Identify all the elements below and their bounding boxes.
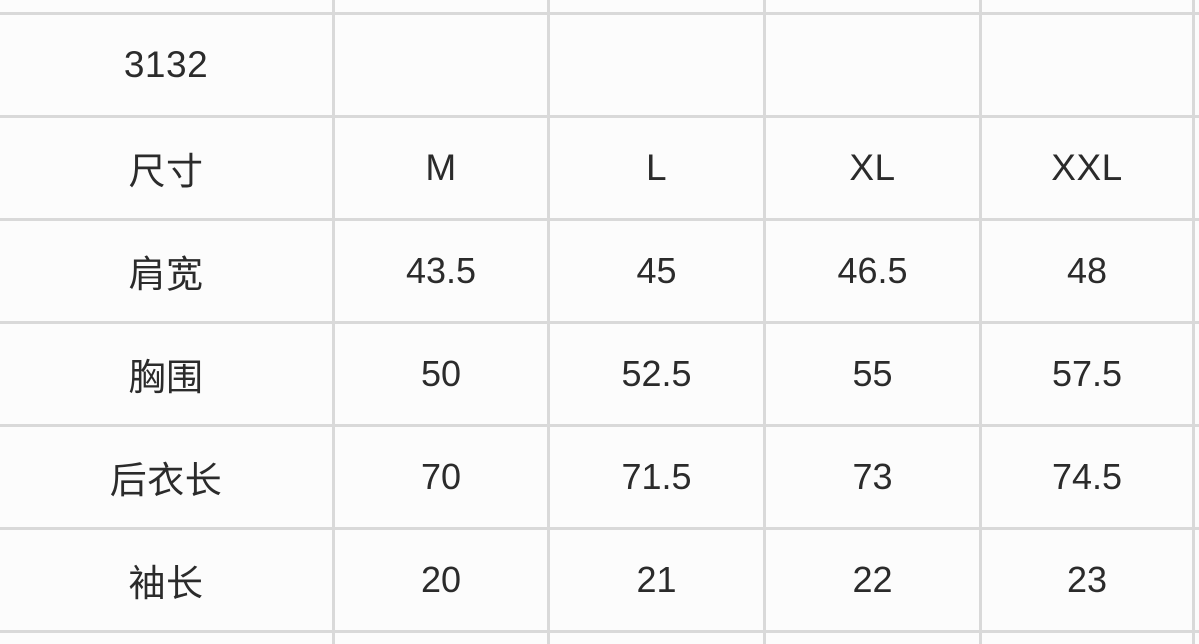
table-cell-empty [335, 633, 547, 644]
measure-value-cell: 48 [982, 221, 1192, 321]
table-cell-empty [550, 15, 763, 115]
measure-value-cell: 22 [766, 530, 979, 630]
table-cell-empty [1195, 118, 1199, 218]
measure-label-chest-cell: 胸围 [0, 324, 332, 424]
measure-value-cell: 21 [550, 530, 763, 630]
table-cell-empty [1195, 0, 1199, 12]
size-header-xl-cell: XL [766, 118, 979, 218]
measure-value-cell: 20 [335, 530, 547, 630]
size-header-l-cell: L [550, 118, 763, 218]
size-header-label-cell: 尺寸 [0, 118, 332, 218]
table-cell-empty [1195, 324, 1199, 424]
measure-label-sleeve-cell: 袖长 [0, 530, 332, 630]
size-header-xxl-cell: XXL [982, 118, 1192, 218]
table-cell-empty [766, 633, 979, 644]
table-cell-empty [1195, 15, 1199, 115]
size-header-m-cell: M [335, 118, 547, 218]
measure-value-cell: 70 [335, 427, 547, 527]
table-cell-empty [982, 0, 1192, 12]
table-cell-empty [550, 0, 763, 12]
table-cell-empty [766, 15, 979, 115]
measure-label-shoulder-cell: 肩宽 [0, 221, 332, 321]
measure-value-cell: 52.5 [550, 324, 763, 424]
table-cell-empty [1195, 427, 1199, 527]
table-cell-empty [335, 15, 547, 115]
table-cell-empty [766, 0, 979, 12]
measure-value-cell: 46.5 [766, 221, 979, 321]
table-cell-empty [982, 633, 1192, 644]
measure-value-cell: 57.5 [982, 324, 1192, 424]
table-cell-empty [0, 0, 332, 12]
measure-value-cell: 43.5 [335, 221, 547, 321]
table-cell-empty [982, 15, 1192, 115]
table-cell-empty [1195, 530, 1199, 630]
table-cell-empty [1195, 221, 1199, 321]
measure-label-back-length-cell: 后衣长 [0, 427, 332, 527]
measure-value-cell: 50 [335, 324, 547, 424]
table-cell-empty [0, 633, 332, 644]
measure-value-cell: 55 [766, 324, 979, 424]
measure-value-cell: 45 [550, 221, 763, 321]
table-cell-empty [335, 0, 547, 12]
measure-value-cell: 74.5 [982, 427, 1192, 527]
table-cell-empty [550, 633, 763, 644]
product-code-cell: 3132 [0, 15, 332, 115]
table-cell-empty [1195, 633, 1199, 644]
measure-value-cell: 73 [766, 427, 979, 527]
measure-value-cell: 23 [982, 530, 1192, 630]
measure-value-cell: 71.5 [550, 427, 763, 527]
